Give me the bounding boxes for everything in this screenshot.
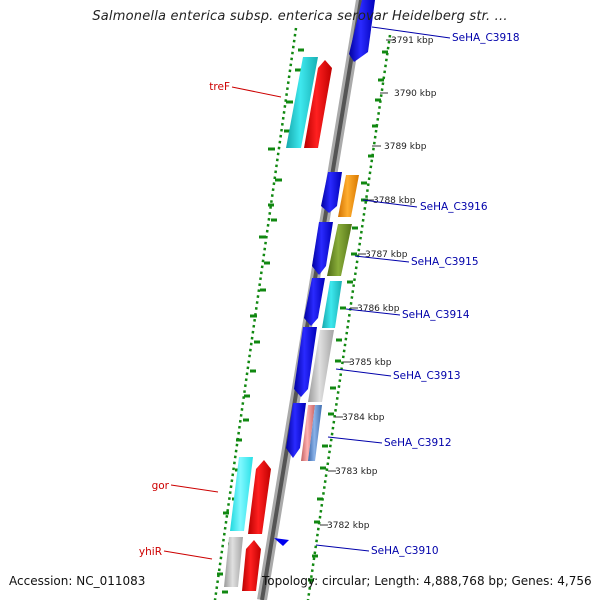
ruler-label-3784: 3784 kbp: [342, 413, 385, 423]
cds-c3915-blue[interactable]: [312, 222, 333, 275]
gene-gor-cyan[interactable]: [230, 457, 253, 531]
gc-skew-track: [217, 48, 388, 594]
map-title: Salmonella enterica subsp. enterica sero…: [92, 9, 508, 24]
ruler-label-3785: 3785 kbp: [349, 358, 392, 368]
cds-c3916-blue[interactable]: [321, 172, 342, 213]
ruler-label-3789: 3789 kbp: [384, 142, 427, 152]
ruler-label-3790: 3790 kbp: [394, 89, 437, 99]
gc-boundary-right: [306, 34, 392, 601]
gene-tref-cyan[interactable]: [286, 57, 318, 148]
ruler-label-3791: 3791 kbp: [391, 36, 434, 46]
cds-arrow-c3918[interactable]: [349, 0, 375, 62]
ruler-label-3787: 3787 kbp: [365, 250, 408, 260]
gene-label-c3914[interactable]: SeHA_C3914: [402, 309, 470, 321]
accession-text: Accession: NC_011083: [9, 574, 146, 588]
ruler-label-3786: 3786 kbp: [357, 304, 400, 314]
left-label-lines: [163, 86, 282, 560]
feature-track: [224, 0, 375, 591]
gene-tref-red[interactable]: [304, 60, 332, 148]
cds-c3910-blue[interactable]: [274, 538, 289, 546]
gene-label-c3910[interactable]: SeHA_C3910: [371, 545, 439, 557]
cds-c3916-orange[interactable]: [338, 175, 359, 217]
gene-label-c3916[interactable]: SeHA_C3916: [420, 201, 488, 213]
gene-yhir-gray[interactable]: [224, 537, 243, 587]
gene-label-c3912[interactable]: SeHA_C3912: [384, 437, 452, 449]
cds-c3915-olive[interactable]: [327, 224, 352, 276]
topology-text: Topology: circular; Length: 4,888,768 bp…: [262, 574, 592, 588]
cds-c3914-cyan[interactable]: [322, 281, 342, 328]
ruler-ticks: [320, 39, 395, 526]
cds-c3913-gray[interactable]: [308, 330, 334, 402]
gene-label-c3913[interactable]: SeHA_C3913: [393, 370, 461, 382]
gene-label-yhir[interactable]: yhiR: [139, 546, 162, 558]
ruler-label-3788: 3788 kbp: [373, 196, 416, 206]
cds-c3913-blue[interactable]: [294, 327, 317, 397]
gene-label-c3918[interactable]: SeHA_C3918: [452, 32, 520, 44]
gene-label-gor[interactable]: gor: [152, 480, 170, 492]
gene-label-c3915[interactable]: SeHA_C3915: [411, 256, 479, 268]
gene-yhir-red[interactable]: [242, 540, 261, 591]
cds-c3912-blue[interactable]: [286, 403, 306, 458]
ruler-label-3782: 3782 kbp: [327, 521, 370, 531]
gc-boundary-left: [213, 27, 298, 601]
cds-c3914-blue[interactable]: [304, 278, 325, 326]
gene-label-tref[interactable]: treF: [209, 81, 230, 93]
right-label-lines: [315, 26, 451, 552]
cds-c3912-steel[interactable]: [308, 405, 322, 461]
gene-gor-red[interactable]: [248, 460, 271, 534]
ruler-label-3783: 3783 kbp: [335, 467, 378, 477]
cds-c3912-pink[interactable]: [301, 405, 315, 461]
